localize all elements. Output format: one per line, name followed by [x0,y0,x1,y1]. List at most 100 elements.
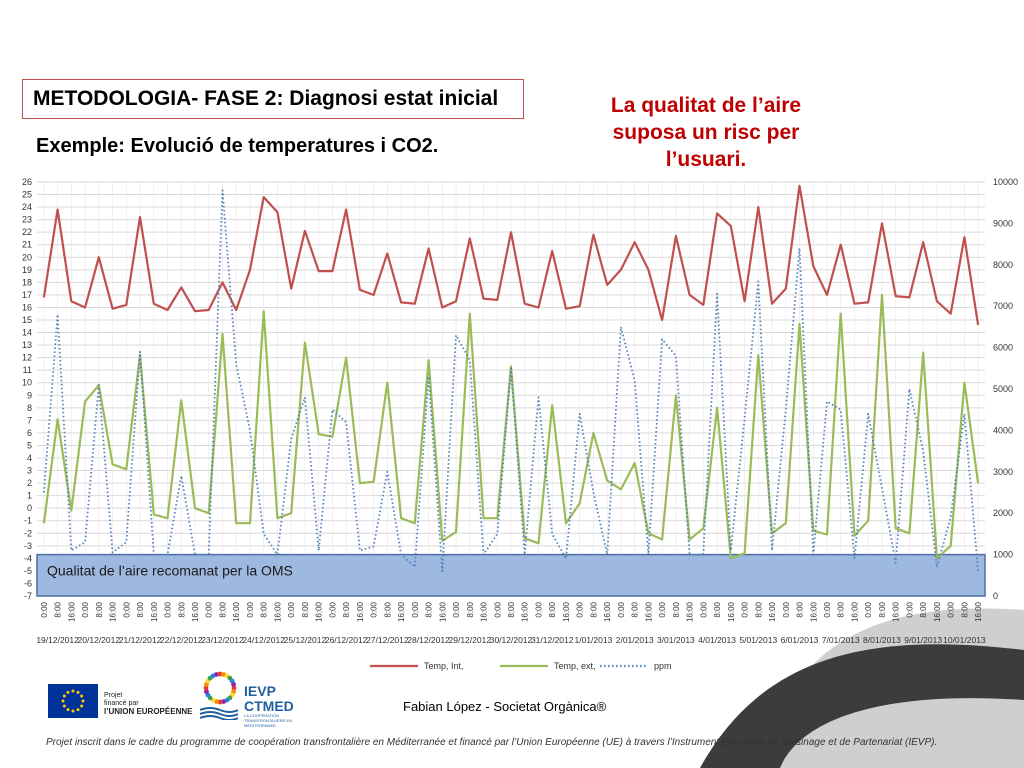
x-tick-label: 16:00 [438,601,447,622]
x-tick-label: 8:00 [837,601,846,617]
x-tick-label: 0:00 [534,601,543,617]
x-tick-label: 8:00 [548,601,557,617]
ievp-dot-icon [203,685,209,691]
x-tick-label: 16:00 [644,601,653,622]
left-tick-label: 16 [22,302,32,312]
right-tick-label: 3000 [993,467,1013,477]
left-tick-label: 17 [22,290,32,300]
date-label: 3/01/2013 [657,635,695,645]
left-tick-label: 15 [22,315,32,325]
x-tick-label: 16:00 [480,601,489,622]
eu-star-icon [71,689,75,693]
x-tick-label: 8:00 [507,601,516,617]
date-label: 4/01/2013 [698,635,736,645]
x-tick-label: 0:00 [40,601,49,617]
x-tick-label: 0:00 [205,601,214,617]
date-label: 5/01/2013 [739,635,777,645]
oms-threshold-band [36,553,986,597]
date-label: 20/12/2012 [78,635,121,645]
ievp-logo-subtext: LA COOPÉRATION TRANSFRONTALIÈRE EN MÉDIT… [244,713,292,728]
x-tick-label: 16:00 [892,601,901,622]
x-tick-label: 16:00 [974,601,983,622]
x-tick-label: 16:00 [109,601,118,622]
warning-line-1: La qualitat de l’aire [610,94,802,117]
eu-star-icon [80,704,84,708]
x-tick-label: 0:00 [699,601,708,617]
title-box: METODOLOGIA- FASE 2: Diagnosi estat inic… [22,79,524,119]
ievp-dot-icon [217,671,223,677]
right-tick-label: 1000 [993,550,1013,560]
left-tick-label: 19 [22,265,32,275]
left-tick-label: 26 [22,177,32,187]
right-tick-label: 8000 [993,260,1013,270]
eu-line-3: l’UNION EUROPÉENNE [104,707,193,716]
x-tick-label: 16:00 [809,601,818,622]
slide-subtitle: Exemple: Evolució de temperatures i CO2. [36,135,439,157]
legend-label: Temp, ext, [554,661,596,671]
date-label: 2/01/2013 [616,635,654,645]
left-tick-label: 7 [27,415,32,425]
eu-line-2: financé par [104,700,139,707]
author-credit: Fabian López - Societat Orgànica® [403,699,607,714]
date-label: 24/12/2012 [242,635,285,645]
x-tick-label: 8:00 [136,601,145,617]
x-tick-label: 0:00 [617,601,626,617]
x-tick-label: 16:00 [315,601,324,622]
left-tick-label: 22 [22,227,32,237]
x-tick-label: 0:00 [658,601,667,617]
x-tick-label: 0:00 [328,601,337,617]
x-tick-label: 8:00 [301,601,310,617]
ctmed-logo-title: CTMED [244,698,294,714]
x-tick-label: 8:00 [383,601,392,617]
date-label: 29/12/2012 [449,635,492,645]
left-tick-label: 6 [27,428,32,438]
x-tick-label: 16:00 [521,601,530,622]
x-tick-label: 0:00 [782,601,791,617]
left-tick-label: 13 [22,340,32,350]
left-tick-label: -2 [24,528,32,538]
series-line-temp-int [42,184,980,326]
eu-line-1: Projet [104,692,123,699]
x-tick-label: 8:00 [960,601,969,617]
eu-star-icon [81,699,85,703]
date-label: 27/12/2012 [366,635,409,645]
ievp-dot-icon [204,689,209,695]
x-tick-label: 16:00 [933,601,942,622]
series-line-ppm [43,189,979,573]
slide-title: METODOLOGIA- FASE 2: Diagnosi estat inic… [33,87,499,110]
right-tick-label: 5000 [993,384,1013,394]
left-tick-label: 1 [27,491,32,501]
x-tick-label: 8:00 [54,601,63,617]
left-tick-label: 21 [22,240,32,250]
left-tick-label: -3 [24,541,32,551]
eu-star-icon [66,690,70,694]
date-label: 21/12/2012 [119,635,162,645]
left-tick-label: 14 [22,328,32,338]
date-label: 7/01/2013 [822,635,860,645]
ievp-dot-icon [231,681,236,687]
left-tick-label: 12 [22,353,32,363]
date-label: 31/12/2012 [531,635,574,645]
left-tick-label: 3 [27,466,32,476]
left-tick-label: 23 [22,215,32,225]
x-tick-label: 0:00 [576,601,585,617]
left-tick-label: 18 [22,277,32,287]
x-tick-label: 0:00 [947,601,956,617]
ievp-dot-icon [221,699,227,704]
x-tick-label: 0:00 [823,601,832,617]
date-label: 19/12/2012 [36,635,79,645]
x-tick-label: 8:00 [796,601,805,617]
date-label: 22/12/2012 [160,635,203,645]
x-tick-label: 8:00 [342,601,351,617]
x-tick-label: 8:00 [218,601,227,617]
x-tick-label: 8:00 [878,601,887,617]
left-tick-label: 11 [23,365,32,375]
series-line-temp-ext [42,293,980,560]
eu-star-icon [76,690,80,694]
x-tick-label: 0:00 [246,601,255,617]
date-label: 6/01/2013 [781,635,819,645]
ievp-dot-icon [231,685,237,691]
left-tick-label: 20 [22,252,32,262]
left-tick-label: 8 [27,403,32,413]
date-label: 8/01/2013 [863,635,901,645]
